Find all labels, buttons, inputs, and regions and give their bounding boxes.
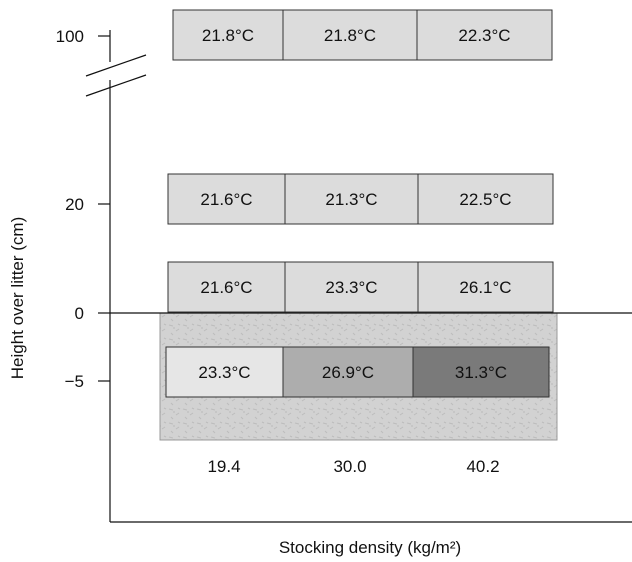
temperature-label: 21.8°C xyxy=(202,26,254,45)
temperature-cell xyxy=(417,173,554,225)
x-category-label: 40.2 xyxy=(466,457,499,476)
temperature-cell xyxy=(412,346,550,398)
x-axis-title: Stocking density (kg/m²) xyxy=(279,538,461,557)
temperature-label: 26.9°C xyxy=(322,363,374,382)
temperature-label: 22.5°C xyxy=(459,190,511,209)
temperature-cell xyxy=(282,346,414,398)
temperature-cell xyxy=(172,9,284,61)
temperature-cell xyxy=(165,346,284,398)
temperature-label: 31.3°C xyxy=(455,363,507,382)
temperature-cell xyxy=(417,261,554,313)
temperature-cell xyxy=(284,173,419,225)
axis-break-mark xyxy=(85,54,147,77)
temperature-label: 23.3°C xyxy=(325,278,377,297)
temperature-label: 26.1°C xyxy=(459,278,511,297)
temperature-label: 21.8°C xyxy=(324,26,376,45)
temperature-cell xyxy=(284,261,419,313)
y-axis-title: Height over litter (cm) xyxy=(8,217,27,379)
x-category-label: 19.4 xyxy=(207,457,240,476)
temperature-label: 23.3°C xyxy=(198,363,250,382)
temperature-cell xyxy=(416,9,553,61)
axis-break-mark xyxy=(85,74,147,97)
y-tick-label: −5 xyxy=(65,372,84,391)
y-tick-label: 100 xyxy=(56,27,84,46)
x-category-label: 30.0 xyxy=(333,457,366,476)
temperature-label: 21.6°C xyxy=(200,278,252,297)
temperature-cell xyxy=(167,261,286,313)
temperature-label: 22.3°C xyxy=(458,26,510,45)
temperature-label: 21.6°C xyxy=(200,190,252,209)
y-tick-label: 20 xyxy=(65,195,84,214)
y-tick-label: 0 xyxy=(75,304,84,323)
temperature-label: 21.3°C xyxy=(325,190,377,209)
